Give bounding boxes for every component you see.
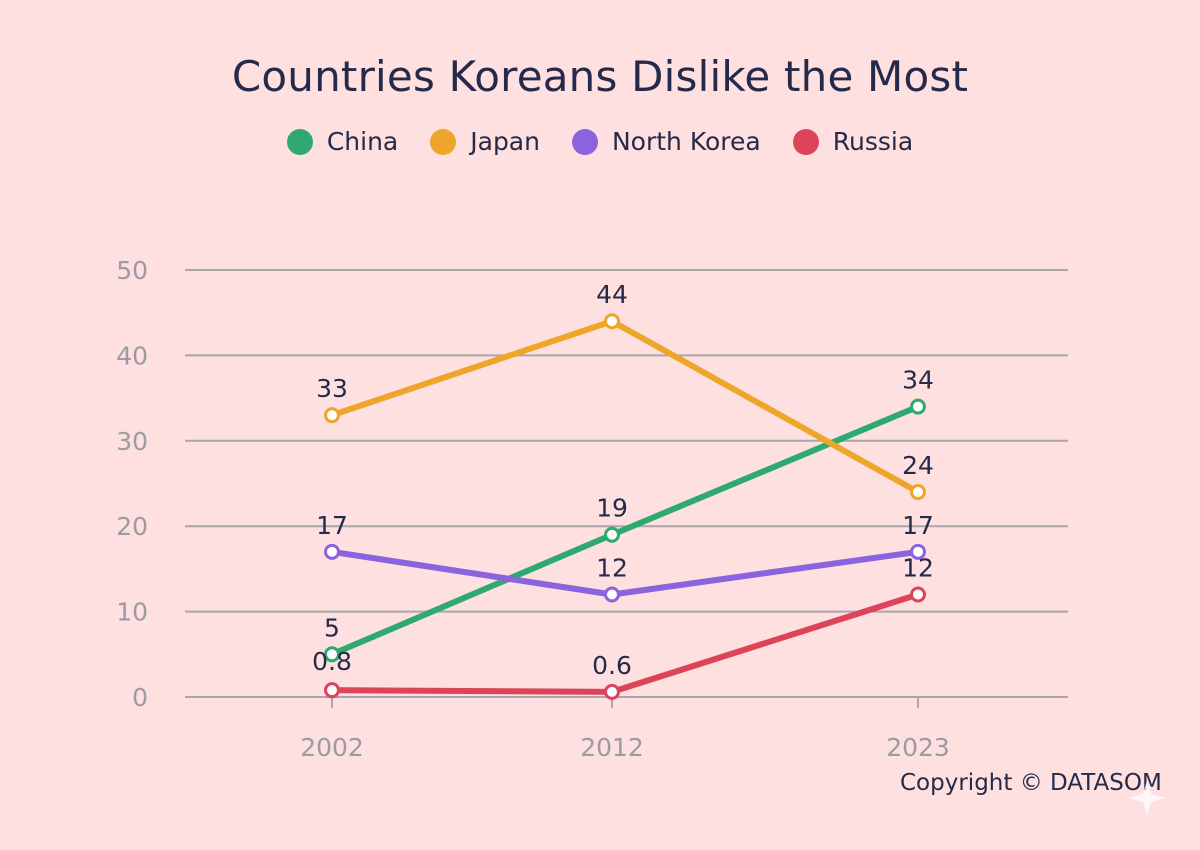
legend-item-japan: Japan bbox=[430, 127, 540, 156]
data-label: 19 bbox=[596, 494, 628, 523]
data-label: 24 bbox=[902, 451, 934, 480]
x-tick-label: 2012 bbox=[580, 733, 644, 762]
sparkle-icon bbox=[1129, 780, 1165, 816]
data-point-russia bbox=[604, 683, 620, 700]
data-point-north-korea bbox=[324, 543, 340, 560]
data-label: 5 bbox=[324, 613, 340, 642]
legend-swatch-china bbox=[286, 128, 313, 155]
data-label: 34 bbox=[902, 366, 934, 395]
data-point-china bbox=[324, 646, 340, 663]
legend: China Japan North Korea Russia bbox=[0, 127, 1200, 156]
data-point-china bbox=[604, 526, 620, 543]
legend-item-north-korea: North Korea bbox=[571, 127, 761, 156]
x-tick-label: 2023 bbox=[886, 733, 950, 762]
legend-label-china: China bbox=[326, 127, 399, 156]
series-line-japan bbox=[329, 318, 921, 496]
data-label: 44 bbox=[596, 280, 628, 309]
data-label: 0.6 bbox=[592, 651, 632, 680]
data-point-china bbox=[910, 398, 926, 415]
data-label: 17 bbox=[316, 511, 348, 540]
y-tick-label: 40 bbox=[116, 341, 148, 370]
chart-title: Countries Koreans Dislike the Most bbox=[231, 52, 969, 101]
legend-swatch-russia bbox=[792, 128, 819, 155]
legend-label-russia: Russia bbox=[832, 127, 914, 156]
legend-swatch-north-korea bbox=[571, 128, 598, 155]
y-tick-label: 30 bbox=[116, 427, 148, 456]
data-point-russia bbox=[910, 586, 926, 603]
legend-swatch-japan bbox=[430, 128, 457, 155]
data-point-japan bbox=[604, 313, 620, 330]
legend-label-north-korea: North Korea bbox=[611, 127, 761, 156]
data-label: 12 bbox=[902, 554, 934, 583]
data-label: 17 bbox=[902, 511, 934, 540]
data-point-north-korea bbox=[604, 586, 620, 603]
copyright-text: Copyright © DATASOM bbox=[900, 770, 1162, 796]
y-tick-label: 10 bbox=[116, 598, 148, 627]
x-tick-label: 2002 bbox=[300, 733, 364, 762]
legend-label-japan: Japan bbox=[470, 127, 540, 156]
data-point-russia bbox=[324, 682, 340, 699]
data-point-japan bbox=[324, 407, 340, 424]
legend-item-russia: Russia bbox=[792, 127, 914, 156]
legend-item-china: China bbox=[286, 127, 399, 156]
y-tick-label: 0 bbox=[132, 683, 148, 712]
data-label: 0.8 bbox=[312, 647, 352, 676]
data-label: 12 bbox=[596, 554, 628, 583]
y-tick-label: 20 bbox=[116, 512, 148, 541]
y-tick-label: 50 bbox=[116, 256, 148, 285]
data-label: 33 bbox=[316, 374, 348, 403]
data-point-japan bbox=[910, 484, 926, 501]
data-point-north-korea bbox=[910, 543, 926, 560]
